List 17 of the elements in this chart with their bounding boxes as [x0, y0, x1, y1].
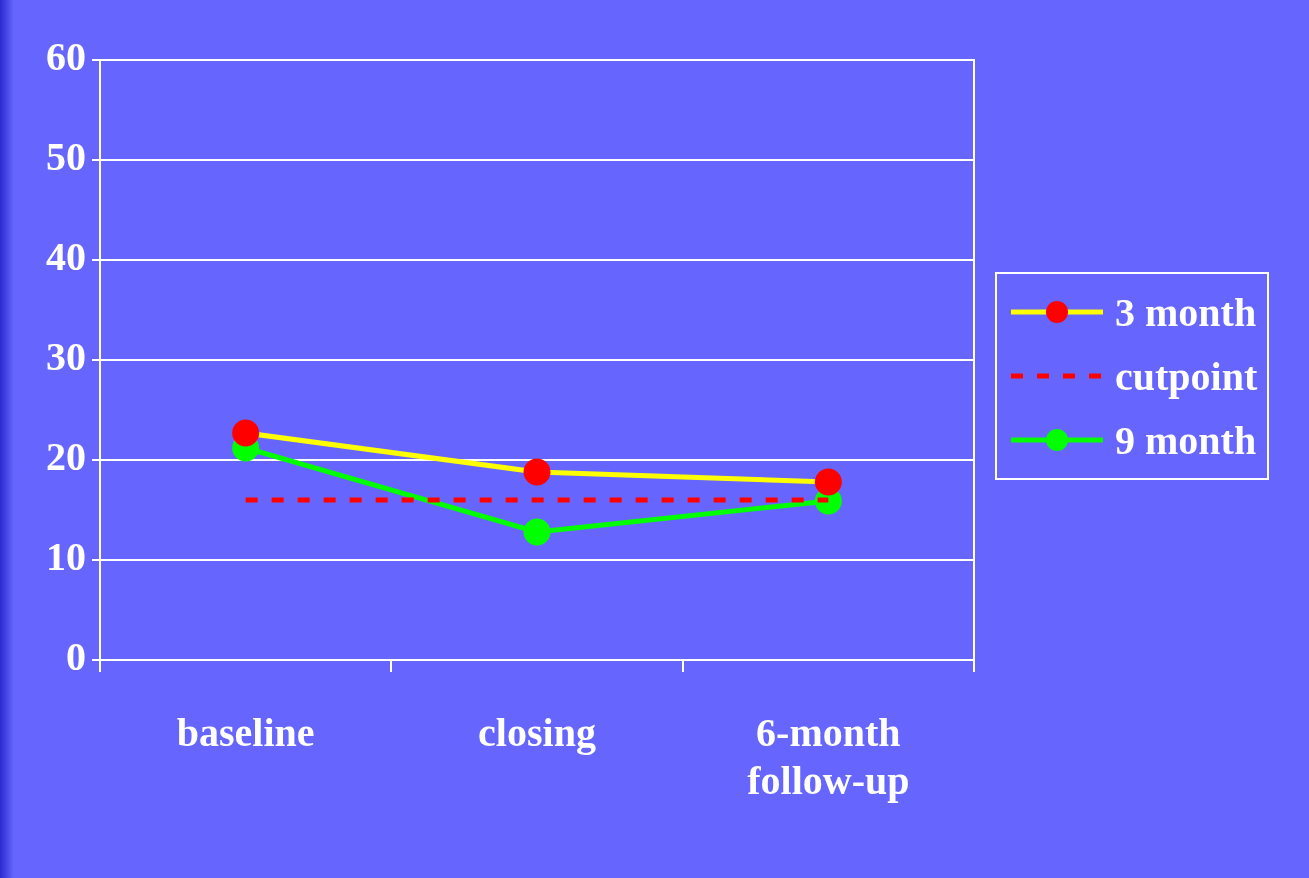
y-tick-label: 30 — [46, 334, 86, 380]
legend-label: 3 month — [1115, 288, 1257, 336]
y-tick-label: 60 — [46, 34, 86, 80]
point — [523, 458, 551, 486]
point — [523, 518, 551, 546]
x-tick-label: closing — [478, 710, 596, 756]
y-tick-label: 10 — [46, 534, 86, 580]
y-tick-label: 0 — [66, 634, 86, 680]
y-tick-label: 50 — [46, 134, 86, 180]
point — [814, 468, 842, 496]
x-tick-label: baseline — [176, 710, 315, 756]
x-tick-label: 6-month follow-up — [747, 710, 910, 804]
y-tick-label: 40 — [46, 234, 86, 280]
legend-label: 9 month — [1115, 416, 1257, 464]
y-tick-label: 20 — [46, 434, 86, 480]
legend-label: cutpoint — [1115, 352, 1258, 400]
point — [232, 419, 260, 447]
